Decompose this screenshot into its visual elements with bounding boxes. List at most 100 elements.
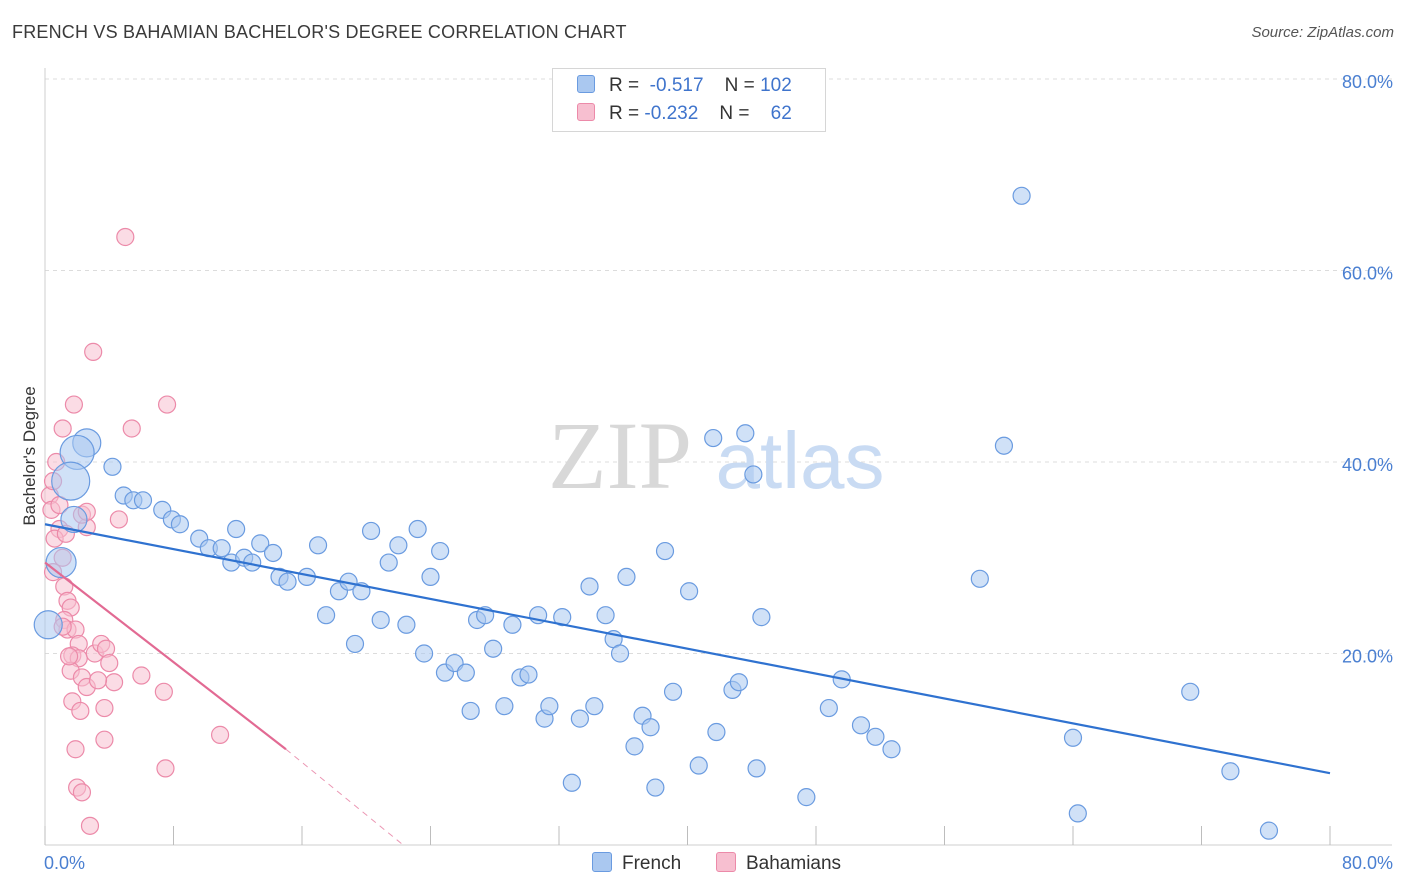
bahamians-r-label: R = <box>609 103 640 124</box>
x-tick-label-min: 0.0% <box>44 853 85 873</box>
french-n-value: 102 <box>760 75 792 96</box>
bahamians-point-39 <box>109 510 128 529</box>
french-point-67 <box>655 541 675 561</box>
bahamians-point-46 <box>132 666 151 685</box>
bahamians-point-51 <box>59 647 79 666</box>
french-point-3 <box>60 505 88 534</box>
french-point-62 <box>617 567 636 587</box>
french-point-89 <box>1068 804 1087 823</box>
bahamians-swatch <box>577 103 595 121</box>
bahamians-point-47 <box>154 682 173 701</box>
french-point-65 <box>641 718 660 737</box>
correlation-legend: R = -0.517 N = 102 R = -0.232 N = 62 <box>552 68 826 132</box>
french-n-label: N = <box>724 75 755 96</box>
french-point-36 <box>408 519 427 539</box>
french-point-6 <box>103 457 122 476</box>
watermark-zip: ZIP <box>548 402 692 509</box>
french-point-58 <box>585 697 604 716</box>
bahamians-point-38 <box>157 395 177 414</box>
french-point-78 <box>752 608 771 627</box>
bahamians-point-25 <box>80 816 100 835</box>
french-point-4 <box>45 546 77 579</box>
french-point-9 <box>133 491 153 510</box>
french-point-54 <box>553 608 572 627</box>
french-point-71 <box>704 428 723 448</box>
french-point-37 <box>414 644 434 663</box>
y-axis-label: Bachelor's Degree <box>20 386 39 525</box>
bahamians-point-34 <box>84 342 103 361</box>
french-point-39 <box>431 541 450 561</box>
chart-title: FRENCH VS BAHAMIAN BACHELOR'S DEGREE COR… <box>12 22 627 42</box>
x-tick-label-max: 80.0% <box>1342 853 1393 873</box>
french-point-92 <box>1259 821 1279 840</box>
french-r-value: -0.517 <box>649 75 704 96</box>
bahamians-point-36 <box>53 419 72 438</box>
french-point-46 <box>484 639 503 658</box>
french-point-42 <box>456 663 475 682</box>
french-point-59 <box>596 606 615 625</box>
bahamians-point-32 <box>104 673 124 692</box>
french-point-31 <box>361 521 381 541</box>
tick-labels: 20.0% 40.0% 60.0% 80.0% 0.0% 80.0% <box>44 72 1393 873</box>
french-point-47 <box>495 697 514 716</box>
bahamians-trend-line <box>44 561 287 751</box>
french-point-61 <box>610 644 630 663</box>
french-point-85 <box>970 569 989 588</box>
french-point-74 <box>729 673 749 692</box>
y-tick-label-80: 80.0% <box>1342 72 1393 92</box>
french-point-5 <box>33 610 63 640</box>
bahamians-point-29 <box>100 653 119 673</box>
french-point-90 <box>1181 682 1200 701</box>
french-point-33 <box>379 553 398 572</box>
legend-row-french: R = -0.517 N = 102 <box>577 75 792 97</box>
french-legend-swatch <box>592 852 612 872</box>
french-point-63 <box>625 737 644 756</box>
french-point-12 <box>170 515 190 534</box>
french-point-75 <box>736 424 755 443</box>
french-point-34 <box>389 536 408 555</box>
french-point-55 <box>562 773 581 792</box>
french-point-15 <box>212 539 231 558</box>
bahamians-point-30 <box>95 698 114 718</box>
french-point-83 <box>866 727 885 746</box>
french-point-82 <box>851 716 871 735</box>
french-point-38 <box>421 567 440 587</box>
bahamians-point-48 <box>156 759 175 778</box>
bahamians-n-value: 62 <box>770 103 792 124</box>
bahamians-point-49 <box>210 725 230 744</box>
french-point-69 <box>680 582 699 601</box>
bahamians-legend-swatch <box>716 852 736 872</box>
french-swatch <box>577 75 595 93</box>
bahamians-n-label: N = <box>719 103 750 124</box>
french-point-48 <box>503 615 522 634</box>
bahamians-point-22 <box>66 740 85 759</box>
bahamians-point-24 <box>72 783 92 802</box>
y-tick-label-60: 60.0% <box>1342 264 1393 284</box>
french-point-21 <box>263 543 283 563</box>
bahamians-point-31 <box>95 730 114 749</box>
french-points <box>33 186 1279 840</box>
french-trend-line <box>44 523 1331 775</box>
french-point-29 <box>345 634 365 654</box>
bahamians-trend-extension <box>285 748 404 846</box>
french-point-77 <box>747 759 766 778</box>
french-point-87 <box>1012 186 1031 205</box>
french-point-88 <box>1063 728 1083 747</box>
french-point-35 <box>397 615 416 634</box>
french-point-20 <box>251 534 270 553</box>
bahamians-point-50 <box>88 671 108 690</box>
french-point-17 <box>227 519 246 539</box>
french-point-23 <box>278 572 297 591</box>
french-point-50 <box>519 665 538 684</box>
chart-source: Source: ZipAtlas.com <box>1251 24 1394 41</box>
french-point-76 <box>744 465 763 484</box>
bahamians-point-35 <box>64 395 84 414</box>
french-point-2 <box>51 461 91 501</box>
french-point-72 <box>707 722 726 742</box>
french-point-53 <box>540 697 559 716</box>
legend-row-bahamians: R = -0.232 N = 62 <box>577 103 792 125</box>
bahamians-point-21 <box>71 701 90 721</box>
french-point-56 <box>570 709 589 728</box>
french-point-57 <box>580 577 599 596</box>
